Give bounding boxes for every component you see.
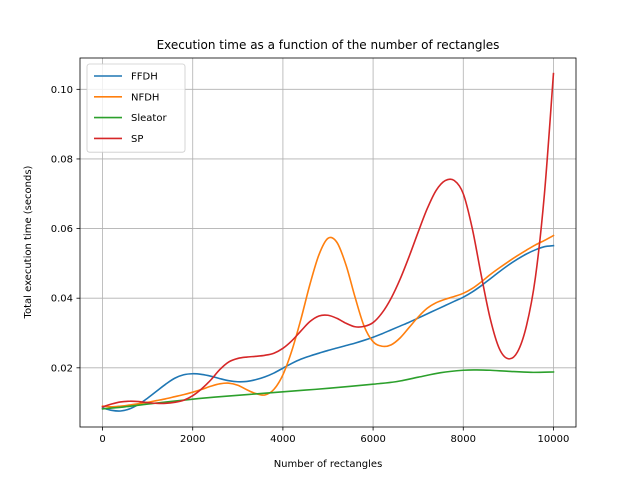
legend-label-nfdh: NFDH (131, 92, 159, 103)
series-lines (101, 72, 555, 412)
x-tick-label: 0 (99, 434, 105, 445)
series-line-ffdh (101, 244, 555, 412)
y-tick-label: 0.10 (51, 85, 73, 96)
axis-ticks: 0 2000 4000 6000 8000 10000 0.02 0.04 0.06 0.08 0.… (51, 85, 570, 445)
x-axis-label: Number of rectangles (274, 459, 383, 470)
legend-box (86, 63, 186, 153)
y-axis-label: Total execution time (seconds) (23, 165, 34, 319)
x-tick-label: 4000 (270, 434, 295, 445)
y-tick-label: 0.04 (51, 294, 73, 305)
y-tick-label: 0.02 (51, 363, 73, 374)
y-tick-label: 0.06 (51, 224, 73, 235)
series-line-sp (101, 72, 555, 408)
plot-frame (79, 57, 577, 428)
y-tick-label: 0.08 (51, 154, 73, 165)
x-tick-label: 8000 (451, 434, 476, 445)
legend-label-sp: SP (131, 134, 143, 145)
chart-title: Execution time as a function of the numb… (157, 38, 500, 52)
grid-lines (80, 58, 576, 427)
series-line-nfdh (101, 234, 555, 408)
x-tick-label: 6000 (360, 434, 385, 445)
legend-label-sleator: Sleator (131, 113, 167, 124)
legend: FFDH NFDH Sleator SP (86, 63, 186, 153)
x-tick-label: 2000 (180, 434, 205, 445)
x-tick-label: 10000 (538, 434, 570, 445)
legend-label-ffdh: FFDH (131, 72, 158, 83)
